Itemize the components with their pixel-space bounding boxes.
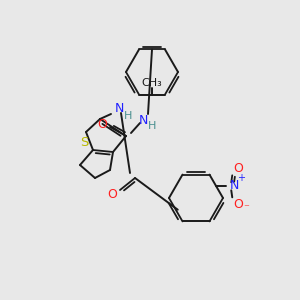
Text: CH₃: CH₃ [142,77,162,88]
Text: N: N [138,113,148,127]
Text: S: S [80,136,88,148]
Text: +: + [237,173,245,183]
Text: ⁻: ⁻ [243,203,249,213]
Text: O: O [233,162,243,175]
Text: O: O [107,188,117,202]
Text: N: N [230,179,239,192]
Text: O: O [233,198,243,211]
Text: H: H [124,111,132,121]
Text: O: O [97,118,107,131]
Text: H: H [148,121,156,131]
Text: N: N [114,101,124,115]
